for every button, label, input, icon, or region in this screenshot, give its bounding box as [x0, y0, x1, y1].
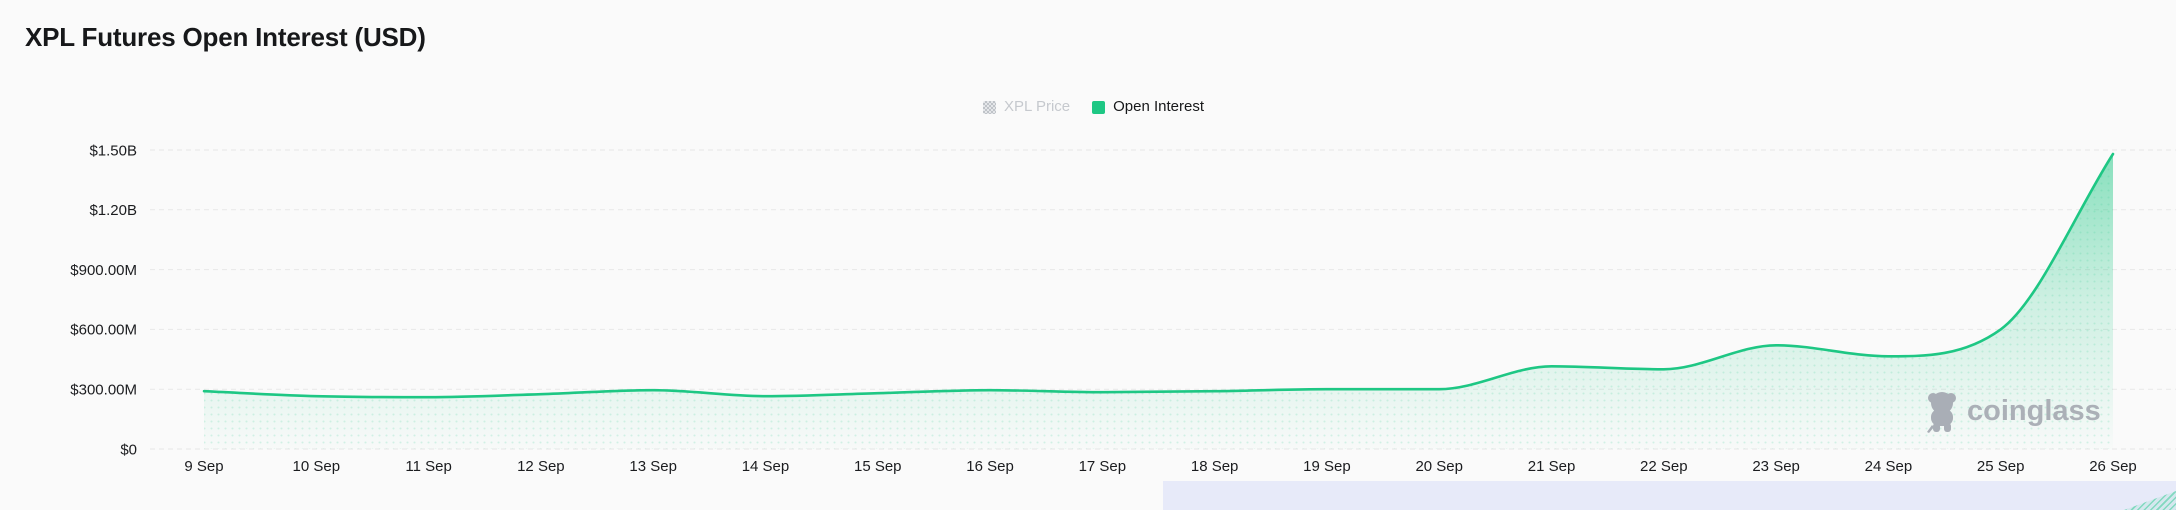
- x-axis-tick-label: 14 Sep: [742, 458, 790, 475]
- navigator-selected-range[interactable]: [1163, 481, 2176, 510]
- legend-label-xpl-price: XPL Price: [1004, 98, 1071, 115]
- x-axis-tick-label: 25 Sep: [1977, 458, 2025, 475]
- y-axis-tick-label: $600.00M: [70, 322, 137, 339]
- x-axis-tick-label: 20 Sep: [1415, 458, 1463, 475]
- legend-item-xpl-price[interactable]: XPL Price: [983, 98, 1070, 116]
- x-axis-tick-label: 21 Sep: [1528, 458, 1576, 475]
- x-axis-tick-label: 26 Sep: [2089, 458, 2137, 475]
- y-axis-tick-label: $300.00M: [70, 381, 137, 398]
- y-axis-tick-label: $1.50B: [89, 142, 137, 159]
- navigator-strip[interactable]: [0, 481, 2176, 510]
- x-axis-tick-label: 9 Sep: [184, 458, 223, 475]
- coinglass-watermark-text: coinglass: [1967, 394, 2101, 427]
- open-interest-swatch-icon: [1092, 100, 1106, 114]
- chart-title: XPL Futures Open Interest (USD): [25, 22, 426, 52]
- x-axis-tick-label: 11 Sep: [405, 458, 451, 475]
- x-axis-tick-label: 16 Sep: [966, 458, 1014, 475]
- x-axis-tick-label: 17 Sep: [1079, 458, 1127, 475]
- x-axis-labels: 9 Sep 10 Sep 11 Sep 12 Sep 13 Sep 14 Sep 15 Se…: [184, 458, 2136, 475]
- open-interest-area-texture: [204, 154, 2113, 449]
- x-axis-tick-label: 19 Sep: [1303, 458, 1351, 475]
- y-axis-tick-label: $1.20B: [89, 202, 137, 219]
- open-interest-line: [202, 152, 2115, 399]
- x-axis-tick-label: 22 Sep: [1640, 458, 1688, 475]
- x-axis-tick-label: 15 Sep: [854, 458, 902, 475]
- y-axis-labels: $1.50B $1.20B $900.00M $600.00M $300.00M $0: [70, 142, 137, 458]
- x-axis-tick-label: 13 Sep: [629, 458, 677, 475]
- x-axis-tick-label: 12 Sep: [517, 458, 565, 475]
- coinglass-bear-icon: [1927, 392, 1956, 433]
- y-axis-tick-label: $900.00M: [70, 262, 137, 279]
- x-axis-tick-label: 18 Sep: [1191, 458, 1239, 475]
- y-axis-tick-label: $0: [120, 441, 137, 458]
- x-axis-tick-label: 24 Sep: [1865, 458, 1913, 475]
- chart-legend: XPL Price Open Interest: [983, 98, 1204, 116]
- x-axis-tick-label: 10 Sep: [293, 458, 341, 475]
- xpl-price-swatch-icon: [983, 100, 996, 114]
- x-axis-tick-label: 23 Sep: [1752, 458, 1800, 475]
- coinglass-watermark: coinglass: [1924, 388, 2101, 434]
- legend-item-open-interest[interactable]: Open Interest: [1092, 98, 1204, 116]
- legend-label-open-interest: Open Interest: [1113, 98, 1205, 115]
